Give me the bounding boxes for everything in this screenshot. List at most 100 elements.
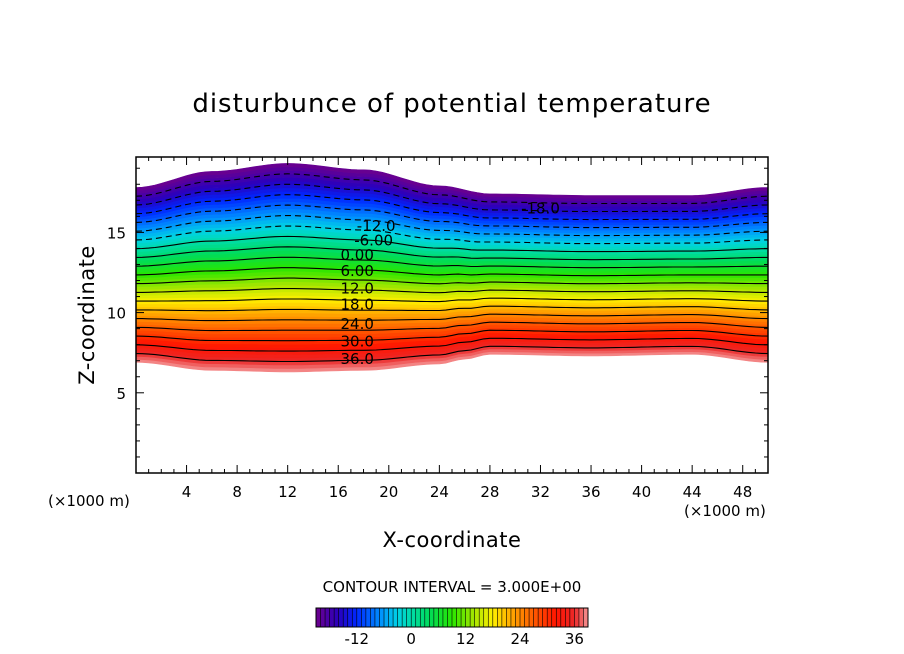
colorbar-segment [420, 608, 426, 627]
y-tick-label: 5 [116, 385, 126, 403]
colorbar-segment [343, 608, 349, 627]
contour-line [136, 194, 768, 221]
x-tick-label: 44 [683, 483, 702, 501]
colorbar-segment [370, 608, 376, 627]
contour-line [136, 329, 768, 342]
colorbar-segment [325, 608, 330, 627]
x-tick-label: 32 [531, 483, 550, 501]
contour-label: 12.0 [340, 280, 373, 298]
colorbar-segment [424, 608, 430, 627]
colorbar-segment [565, 608, 571, 627]
colorbar-segment [533, 608, 539, 627]
colorbar-segment [415, 608, 421, 627]
contour-interval-text: CONTOUR INTERVAL = 3.000E+00 [323, 578, 582, 596]
colorbar-segment [334, 608, 339, 627]
colorbar-segment [569, 608, 575, 627]
contour-label: 6.00 [340, 262, 373, 280]
chart-title: disturbunce of potential temperature [192, 89, 711, 119]
contour-line [136, 313, 768, 322]
colorbar-segment [411, 608, 417, 627]
contour-labels: -18.0 -12.0-6.000.006.0012.018.024.030.03… [340, 199, 560, 368]
x-tick-label: 36 [581, 483, 600, 501]
colorbar-tick-label: 0 [406, 630, 416, 648]
contour-line [136, 173, 768, 205]
colorbar-tick-label: -12 [345, 630, 370, 648]
x-axis-ticks: 4 8 12 16 20 24 28 32 36 40 44 48 [148, 157, 756, 501]
x-tick-label: 28 [480, 483, 499, 501]
colorbar-segment [470, 608, 475, 627]
colorbar-segment [352, 608, 358, 627]
colorbar-segment [461, 608, 466, 627]
x-tick-label: 24 [430, 483, 449, 501]
contour-lines [136, 173, 768, 363]
contour-line [136, 337, 768, 352]
colorbar-segment [556, 608, 562, 627]
colorbar-segment [402, 608, 407, 627]
y-tick-label: 10 [107, 305, 126, 323]
colorbar-segment [447, 608, 453, 627]
colorbar-segment [542, 608, 548, 627]
colorbar-segment [578, 608, 584, 627]
colorbar-segment [483, 608, 489, 627]
colorbar-segment [492, 608, 498, 627]
x-tick-label: 40 [632, 483, 651, 501]
colorbar-segment [406, 608, 412, 627]
contour-label: 24.0 [340, 315, 373, 333]
colorbar-segment [474, 608, 480, 627]
x-tick-label: 4 [182, 483, 192, 501]
colorbar-segment [501, 608, 507, 627]
x-tick-label: 8 [232, 483, 242, 501]
colorbar-segment [316, 608, 321, 627]
y-tick-label: 15 [107, 224, 126, 242]
colorbar-frame [315, 607, 589, 628]
contour-label: 18.0 [340, 296, 373, 314]
colorbar-segment [329, 608, 335, 627]
colorbar-segment [529, 608, 534, 627]
colorbar-tick-label: 36 [565, 630, 584, 648]
x-tick-label: 12 [278, 483, 297, 501]
colorbar-segment [456, 608, 462, 627]
contour-label: -18.0 [521, 199, 560, 217]
y-axis-ticks: 5 10 15 [107, 167, 768, 458]
colorbar-segment [388, 608, 394, 627]
contour-line [136, 225, 768, 245]
colorbar-segment [551, 608, 557, 627]
contour-label: -6.00 [354, 231, 393, 249]
contour-band [136, 163, 768, 199]
colorbar-segment [524, 608, 530, 627]
colorbar [315, 608, 589, 627]
x-tick-label: 20 [379, 483, 398, 501]
colorbar-segment [374, 608, 380, 627]
colorbar-segment [361, 608, 367, 627]
colorbar-segment [583, 608, 589, 627]
contour-line [136, 267, 768, 277]
contour-line [136, 256, 768, 269]
contour-line [136, 287, 768, 294]
x-axis-unit-right: (×1000 m) [684, 502, 766, 520]
colorbar-segment [510, 608, 516, 627]
colorbar-segment [347, 608, 353, 627]
contour-line [136, 277, 768, 285]
colorbar-segment [433, 608, 439, 627]
colorbar-segment [547, 608, 553, 627]
colorbar-segment [452, 608, 457, 627]
colorbar-segment [465, 608, 471, 627]
contour-line [136, 305, 768, 312]
colorbar-segment [438, 608, 444, 627]
x-tick-label: 48 [733, 483, 752, 501]
y-axis-label: Z-coordinate [75, 245, 99, 385]
contour-label: 0.00 [340, 246, 373, 264]
x-axis-label: X-coordinate [383, 528, 522, 552]
contour-line [136, 246, 768, 261]
colorbar-segment [488, 608, 494, 627]
colorbar-tick-label: 12 [456, 630, 475, 648]
contour-line [136, 321, 768, 332]
colorbar-segment [515, 608, 521, 627]
colorbar-segment [338, 608, 344, 627]
colorbar-segment [393, 608, 398, 627]
colorbar-segment [365, 608, 371, 627]
colorbar-segment [397, 608, 403, 627]
contour-label: 30.0 [340, 332, 373, 350]
colorbar-segment [506, 608, 512, 627]
contour-line [136, 183, 768, 213]
